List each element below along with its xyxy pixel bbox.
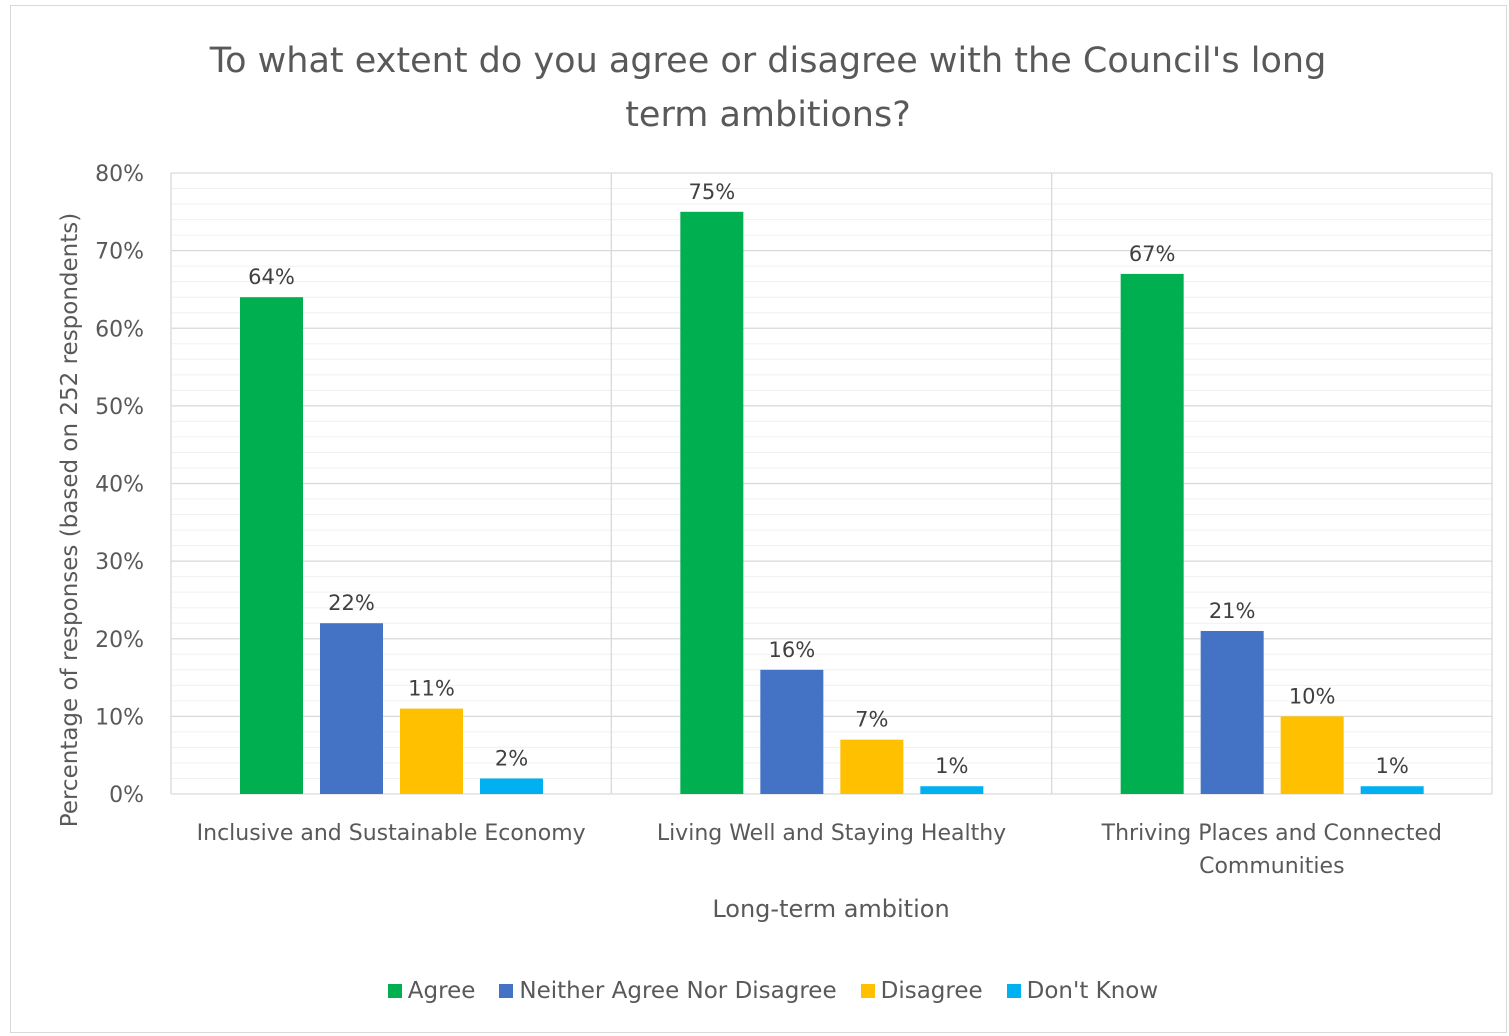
- bar: [760, 669, 824, 794]
- bar: [320, 623, 383, 794]
- category-label: Living Well and Staying Healthy: [657, 821, 1006, 846]
- y-tick-label: 70%: [95, 240, 144, 265]
- bar: [240, 297, 303, 794]
- data-label: 75%: [688, 180, 735, 204]
- x-axis-title: Long-term ambition: [712, 895, 950, 923]
- legend-swatch-neither: [499, 984, 514, 998]
- legend-item-dont-know: Don't Know: [1006, 978, 1159, 1004]
- legend-label-dont-know: Don't Know: [1026, 978, 1159, 1004]
- bar: [1360, 786, 1424, 794]
- data-label: 1%: [1376, 754, 1409, 778]
- data-label: 7%: [855, 708, 888, 732]
- data-label: 2%: [495, 746, 528, 770]
- data-label: 16%: [768, 638, 815, 662]
- y-tick-label: 10%: [95, 705, 144, 730]
- y-tick-label: 50%: [95, 395, 144, 420]
- bar: [480, 778, 543, 794]
- legend-label-agree: Agree: [407, 978, 476, 1004]
- bar: [920, 786, 984, 794]
- bar: [1200, 630, 1264, 794]
- data-label: 21%: [1209, 599, 1256, 623]
- bar: [1120, 273, 1184, 795]
- bar: [400, 708, 463, 794]
- y-tick-label: 60%: [95, 317, 144, 342]
- y-tick-label: 20%: [95, 628, 144, 653]
- legend-item-disagree: Disagree: [860, 978, 983, 1004]
- category-label: Thriving Places and Connected Communities: [1101, 821, 1442, 879]
- legend-swatch-disagree: [860, 984, 875, 998]
- y-tick-label: 40%: [95, 473, 144, 498]
- data-label: 10%: [1289, 684, 1336, 708]
- chart-title: To what extent do you agree or disagree …: [209, 41, 1327, 135]
- y-axis-title: Percentage of responses (based on 252 re…: [57, 212, 83, 828]
- legend-label-disagree: Disagree: [880, 978, 983, 1004]
- data-label: 67%: [1129, 242, 1176, 266]
- legend-swatch-agree: [387, 984, 402, 998]
- y-tick-label: 80%: [95, 162, 144, 187]
- bar: [840, 739, 904, 794]
- legend-item-neither: Neither Agree Nor Disagree: [499, 978, 837, 1004]
- data-label: 64%: [248, 265, 295, 289]
- data-label: 11%: [408, 677, 455, 701]
- category-label: Inclusive and Sustainable Economy: [197, 821, 586, 846]
- bar: [1280, 716, 1344, 794]
- legend-swatch-dont-know: [1006, 984, 1021, 998]
- data-label: 22%: [328, 591, 375, 615]
- legend-label-neither: Neither Agree Nor Disagree: [519, 978, 837, 1004]
- legend-item-agree: Agree: [387, 978, 476, 1004]
- y-tick-label: 30%: [95, 550, 144, 575]
- legend: Agree Neither Agree Nor Disagree Disagre…: [0, 978, 1509, 1004]
- data-label: 1%: [935, 754, 968, 778]
- y-tick-label: 0%: [109, 783, 144, 808]
- bar: [680, 211, 744, 794]
